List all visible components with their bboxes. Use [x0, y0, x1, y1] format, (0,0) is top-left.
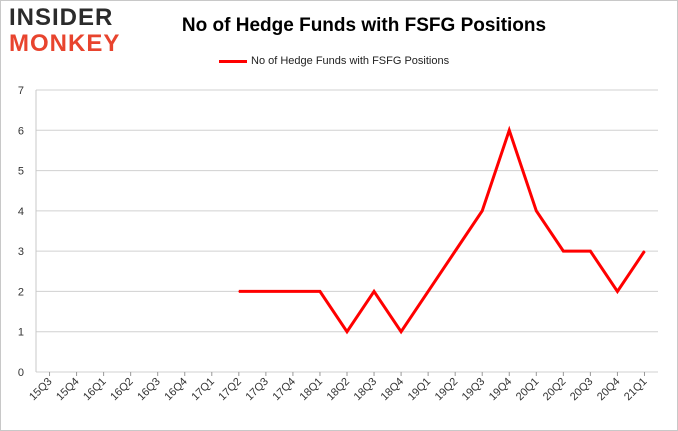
x-tick-label: 20Q1 — [514, 376, 542, 404]
x-tick-label: 17Q4 — [271, 376, 299, 404]
x-tick-label: 19Q2 — [433, 376, 461, 404]
legend-label: No of Hedge Funds with FSFG Positions — [251, 55, 450, 67]
data-point — [589, 250, 591, 252]
x-tick-label: 21Q1 — [622, 376, 650, 404]
legend-swatch — [219, 59, 247, 63]
data-point — [292, 290, 294, 292]
y-tick-label: 6 — [18, 125, 24, 137]
data-point — [562, 250, 564, 252]
logo-line1: INSIDER — [9, 4, 114, 31]
data-point — [319, 290, 321, 292]
chart-title: No of Hedge Funds with FSFG Positions — [181, 15, 547, 36]
chart-legend: No of Hedge Funds with FSFG Positions — [219, 55, 449, 67]
data-point — [454, 250, 456, 252]
y-tick-label: 7 — [18, 85, 24, 97]
data-point — [373, 290, 375, 292]
data-point — [535, 210, 537, 212]
y-tick-label: 0 — [18, 367, 24, 379]
x-tick-label: 19Q1 — [406, 376, 434, 404]
y-tick-label: 3 — [18, 246, 24, 258]
x-tick-label: 20Q3 — [568, 376, 596, 404]
x-tick-label: 15Q3 — [27, 376, 55, 404]
x-tick-label: 18Q2 — [325, 376, 353, 404]
data-point — [508, 129, 510, 131]
x-tick-label: 16Q4 — [162, 376, 190, 404]
x-tick-label: 17Q2 — [216, 376, 244, 404]
x-tick-label: 20Q4 — [595, 376, 623, 404]
data-point — [265, 290, 267, 292]
x-tick-label: 17Q1 — [189, 376, 217, 404]
x-tick-label: 15Q4 — [54, 376, 82, 404]
y-tick-label: 2 — [18, 286, 24, 298]
data-point — [643, 250, 645, 252]
data-point — [616, 290, 618, 292]
insider-monkey-logo: INSIDER MONKEY — [9, 6, 120, 56]
x-tick-label: 20Q2 — [541, 376, 569, 404]
x-tick-label: 18Q4 — [379, 376, 407, 404]
series-line — [238, 125, 646, 335]
x-tick-label: 18Q1 — [298, 376, 326, 404]
y-tick-label: 4 — [18, 206, 24, 218]
x-tick-label: 16Q2 — [108, 376, 136, 404]
data-point — [346, 331, 348, 333]
x-tick-label: 17Q3 — [243, 376, 271, 404]
data-point — [400, 331, 402, 333]
x-tick-label: 19Q4 — [487, 376, 515, 404]
x-tick-label: 16Q1 — [81, 376, 109, 404]
data-point — [427, 290, 429, 292]
data-point — [481, 210, 483, 212]
y-tick-label: 5 — [18, 166, 24, 178]
x-tick-label: 18Q3 — [352, 376, 380, 404]
x-tick-label: 19Q3 — [460, 376, 488, 404]
y-tick-label: 1 — [18, 327, 24, 339]
logo-line2: MONKEY — [9, 30, 121, 57]
data-point — [238, 290, 240, 292]
x-tick-label: 16Q3 — [135, 376, 163, 404]
